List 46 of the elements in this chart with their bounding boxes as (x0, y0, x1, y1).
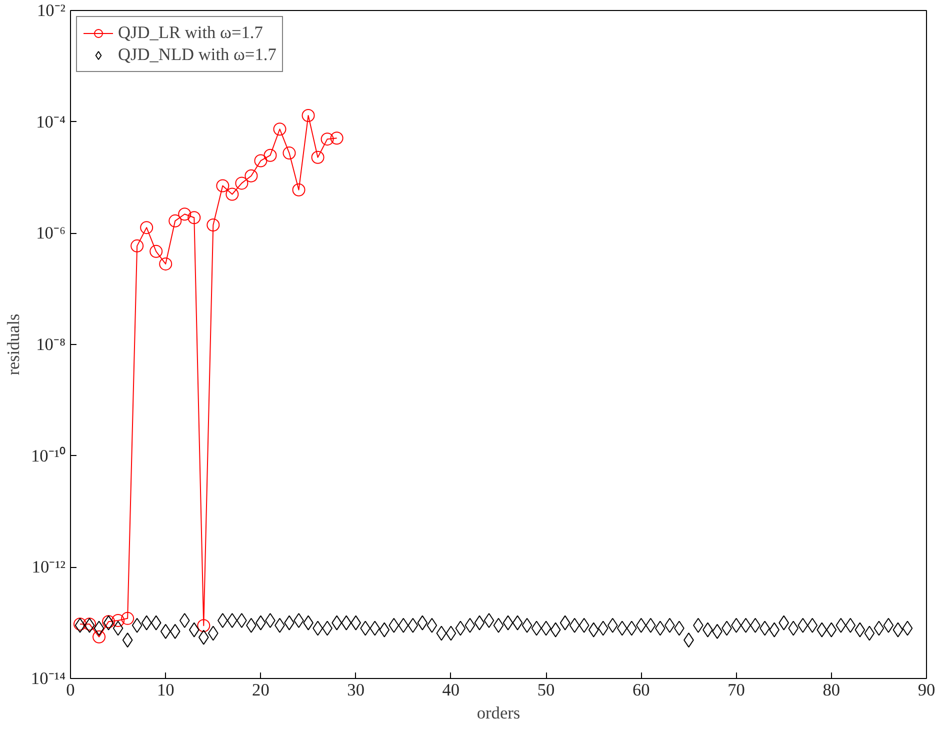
point (197, 619, 210, 632)
x-tick-label: 70 (728, 680, 745, 700)
point (254, 154, 268, 168)
point (130, 239, 144, 252)
x-tick-label: 20 (252, 680, 270, 700)
point (206, 218, 220, 232)
x-tick-label: 0 (66, 680, 75, 700)
point (244, 169, 258, 182)
legend-label: QJD_LR with ω=1.7 (118, 23, 263, 43)
point (320, 132, 334, 146)
y-tick-label: 10⁻² (36, 1, 66, 20)
point (92, 630, 106, 644)
x-tick-label: 90 (918, 680, 936, 700)
point (112, 614, 125, 628)
point (302, 109, 315, 122)
point (264, 148, 277, 162)
x-tick-label: 80 (822, 680, 840, 700)
point (235, 176, 248, 190)
point (159, 257, 172, 270)
x-tick-label: 30 (347, 680, 364, 700)
point (311, 150, 324, 164)
y-tick-label: 10⁻⁸ (36, 335, 66, 354)
y-tick-label: 10⁻⁴ (36, 112, 66, 132)
point (216, 179, 230, 192)
point (282, 146, 296, 160)
y-axis-title: residuals (4, 313, 23, 376)
point (292, 183, 306, 196)
x-tick-label: 40 (442, 680, 460, 700)
x-tick-label: 10 (156, 680, 174, 700)
point (226, 188, 239, 201)
x-tick-label: 50 (537, 680, 555, 700)
y-tick-label: 10⁻⁶ (36, 224, 66, 243)
point (150, 244, 163, 258)
point (188, 211, 201, 224)
point (168, 214, 182, 228)
point (140, 221, 154, 234)
point (330, 132, 344, 145)
x-tick-label: 60 (632, 680, 650, 700)
y-tick-label: 10⁻¹² (32, 558, 66, 577)
point (178, 208, 192, 221)
legend-label: QJD_NLD with ω=1.7 (118, 45, 276, 65)
point (273, 122, 286, 136)
y-tick-label: 10⁻¹⁰ (30, 446, 66, 466)
y-tick-label: 10⁻¹⁴ (30, 669, 66, 688)
x-axis-title: orders (476, 704, 520, 722)
point (121, 612, 134, 625)
